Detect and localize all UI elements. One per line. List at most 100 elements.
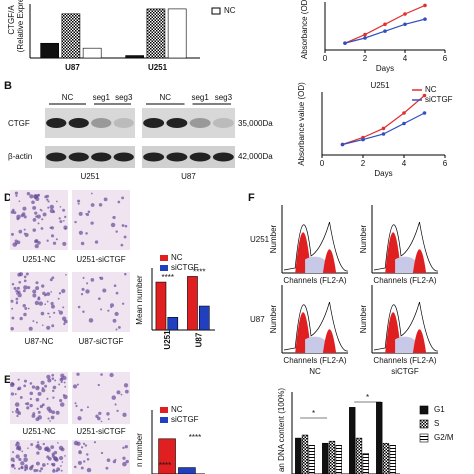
cell: [27, 286, 31, 290]
micrograph: [72, 272, 130, 332]
cell: [37, 391, 42, 396]
cell: [114, 311, 119, 317]
x-axis-label: Channels (FL2-A): [373, 356, 436, 365]
cell: [46, 300, 49, 303]
cell: [110, 306, 112, 309]
cell: [18, 200, 21, 203]
s-phase: [395, 256, 419, 273]
cell: [17, 272, 22, 277]
row-label: U87: [250, 315, 265, 324]
cell: [32, 320, 35, 323]
cell: [111, 395, 116, 400]
cell: [100, 451, 104, 455]
size-label: 35,000Da: [238, 119, 273, 128]
y-axis-label: Number: [269, 224, 278, 253]
cell: [57, 442, 59, 444]
cell: [34, 300, 39, 306]
image-label: U251-NC: [22, 427, 56, 436]
cell: [58, 310, 64, 315]
cell: [55, 238, 58, 241]
cell: [15, 444, 18, 447]
cell: [77, 202, 80, 205]
cell: [35, 397, 40, 402]
cell: [32, 228, 37, 232]
cell: [49, 208, 55, 214]
cell: [23, 228, 26, 231]
cell: [120, 243, 124, 247]
bar: [155, 281, 167, 331]
x-tick-label: 6: [443, 54, 448, 63]
lane-label: NC: [62, 93, 74, 102]
point: [422, 111, 427, 115]
cell: [13, 467, 16, 470]
cell: [53, 456, 58, 461]
cell: [63, 322, 66, 326]
point: [403, 12, 407, 16]
cell: [26, 191, 31, 196]
cell: [76, 441, 81, 446]
cell: [10, 210, 15, 214]
cell: [50, 445, 55, 450]
cell: [14, 393, 17, 396]
cell: [116, 390, 121, 395]
legend-label: siCTGF: [171, 263, 199, 272]
bar: [167, 317, 179, 331]
cell: [22, 206, 27, 211]
band: [113, 118, 134, 128]
y-axis-label: Absorbance (OD): [300, 0, 309, 59]
cell: [59, 377, 64, 382]
cell: [50, 301, 54, 306]
cell: [105, 466, 109, 470]
cell: [115, 291, 119, 295]
cell: [11, 282, 15, 286]
image-label: U87-NC: [25, 337, 54, 346]
micrograph: [10, 272, 68, 332]
cell: [17, 445, 22, 450]
bar: [40, 42, 59, 59]
point: [340, 142, 345, 147]
blot: [142, 146, 235, 168]
cell: [37, 410, 41, 414]
cell: [29, 397, 33, 401]
legend-label: NC: [224, 6, 236, 15]
x-tick-label: 0: [320, 159, 325, 168]
cell: [47, 312, 49, 315]
cell: [32, 218, 37, 222]
cell: [41, 386, 44, 390]
cell: [75, 404, 78, 408]
panel-label: E: [4, 374, 11, 386]
legend-swatch: [419, 405, 429, 415]
cell: [40, 467, 44, 471]
bar: [187, 276, 198, 331]
legend-label: siCTGF: [171, 415, 199, 424]
cell: [106, 412, 110, 416]
cell: [15, 301, 19, 305]
cell: [36, 443, 40, 447]
cell: [32, 293, 37, 298]
s-phase: [395, 336, 419, 353]
cell: [25, 272, 29, 276]
cell: [87, 210, 91, 214]
point: [403, 22, 407, 27]
cell: [24, 466, 29, 471]
cell: [32, 412, 36, 415]
cell: [82, 276, 85, 279]
significance: ****: [162, 273, 174, 282]
x-tick-label: U87: [194, 332, 203, 347]
cell: [42, 442, 46, 446]
s-phase: [305, 256, 329, 273]
cell: [50, 291, 52, 293]
cell: [57, 297, 60, 300]
y-axis-label: Number: [269, 304, 278, 333]
y-axis-label: Absorbance value (OD): [297, 82, 306, 166]
cell: [29, 382, 33, 385]
cell: [48, 315, 51, 318]
cell: [51, 410, 56, 415]
cell: [64, 455, 66, 457]
cell: [115, 328, 118, 331]
line: [342, 95, 425, 146]
bar: [355, 437, 363, 474]
band: [143, 118, 165, 128]
x-tick-label: 0: [323, 54, 328, 63]
cell: [51, 304, 55, 309]
